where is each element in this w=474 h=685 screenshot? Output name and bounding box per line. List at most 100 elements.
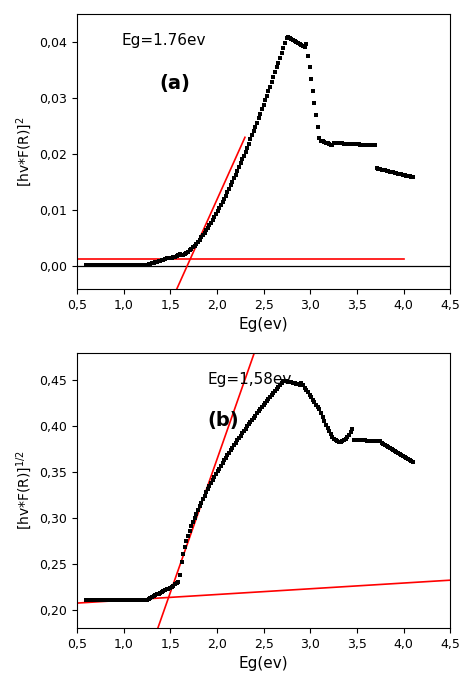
Point <box>260 99 267 110</box>
Point <box>91 595 99 606</box>
Point <box>88 595 95 606</box>
Point <box>345 138 353 149</box>
Point <box>94 595 101 606</box>
Point <box>186 525 193 536</box>
Point <box>115 259 123 270</box>
Point <box>235 162 243 173</box>
X-axis label: Eg(ev): Eg(ev) <box>239 656 288 671</box>
Point <box>274 57 282 68</box>
Point <box>319 412 327 423</box>
Point <box>210 212 218 223</box>
Point <box>335 138 343 149</box>
Point <box>201 227 208 238</box>
Point <box>89 259 97 270</box>
Point <box>106 595 113 606</box>
Point <box>330 433 338 444</box>
Point <box>137 259 144 270</box>
Point <box>186 245 193 256</box>
Point <box>132 259 139 270</box>
Point <box>245 138 253 149</box>
Point <box>376 436 384 447</box>
Point <box>181 542 189 553</box>
Point <box>170 580 177 591</box>
Point <box>128 595 136 606</box>
Point <box>338 436 346 447</box>
Point <box>340 435 348 446</box>
Point <box>214 206 221 216</box>
Point <box>371 140 379 151</box>
Point <box>204 484 211 495</box>
Point <box>304 387 311 398</box>
Point <box>263 90 271 101</box>
Point <box>235 432 243 443</box>
Point <box>317 408 325 419</box>
Point <box>163 253 171 264</box>
Point <box>389 167 397 178</box>
Point <box>307 74 315 85</box>
Point <box>286 377 293 388</box>
Point <box>217 200 225 211</box>
Point <box>212 469 220 479</box>
Point <box>112 595 120 606</box>
Point <box>274 382 282 393</box>
Point <box>246 134 254 145</box>
Point <box>291 36 299 47</box>
Point <box>373 436 381 447</box>
Point <box>273 384 281 395</box>
Point <box>118 595 126 606</box>
Point <box>371 436 379 447</box>
Point <box>224 450 231 461</box>
Point <box>266 81 274 92</box>
Point <box>378 164 385 175</box>
Point <box>188 243 195 254</box>
Point <box>84 259 92 270</box>
Point <box>284 32 292 42</box>
Point <box>299 379 307 390</box>
Point <box>156 255 164 266</box>
Point <box>292 378 300 389</box>
Point <box>161 584 169 595</box>
Point <box>353 139 361 150</box>
Point <box>192 238 200 249</box>
Point <box>182 536 190 547</box>
Point <box>143 595 151 606</box>
Point <box>280 42 287 53</box>
Point <box>337 138 345 149</box>
Point <box>114 259 121 270</box>
Point <box>373 163 381 174</box>
Point <box>376 164 384 175</box>
Point <box>194 504 202 515</box>
Point <box>404 453 412 464</box>
Point <box>145 259 153 270</box>
Point <box>92 259 100 270</box>
Point <box>384 441 392 452</box>
Point <box>334 138 341 149</box>
Point <box>109 259 117 270</box>
Point <box>342 138 349 149</box>
Point <box>104 595 111 606</box>
Point <box>96 259 103 270</box>
Point <box>156 587 164 598</box>
Point <box>140 259 147 270</box>
Point <box>319 136 327 147</box>
Point <box>99 259 107 270</box>
Point <box>170 251 177 262</box>
Point <box>240 150 248 161</box>
Point <box>112 259 120 270</box>
Point <box>166 252 174 263</box>
Point <box>380 164 387 175</box>
Point <box>258 401 266 412</box>
Point <box>206 220 213 231</box>
Point <box>356 139 364 150</box>
Point <box>202 225 210 236</box>
Point <box>142 259 149 270</box>
Point <box>152 590 159 601</box>
Point <box>352 434 359 445</box>
Point <box>344 138 351 149</box>
Point <box>178 249 185 260</box>
Point <box>161 253 169 264</box>
Point <box>181 249 189 260</box>
Point <box>328 431 336 442</box>
Point <box>217 460 225 471</box>
Point <box>310 97 318 108</box>
